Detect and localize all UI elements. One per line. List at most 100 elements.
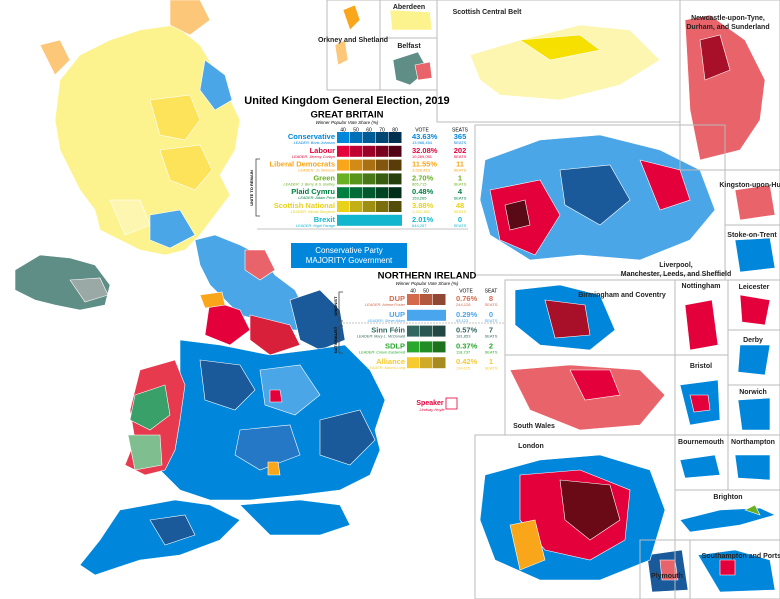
seat-unit: SEATS — [485, 349, 498, 354]
party-swatch — [376, 132, 389, 143]
party-swatch — [420, 325, 433, 337]
party-name: UUP — [389, 310, 405, 319]
vote-share: 3.88% — [412, 201, 434, 210]
vote-count: 10,269,051 — [412, 154, 433, 159]
party-swatch — [389, 201, 402, 212]
map-region — [199, 59, 233, 111]
party-swatch — [337, 145, 350, 157]
seat-count: 2 — [489, 341, 493, 350]
title: United Kingdom General Election, 2019 — [244, 95, 449, 107]
map-region — [319, 409, 376, 466]
inset-frame — [639, 539, 691, 599]
seat-unit: SEATS — [485, 334, 498, 339]
party-leader: LEADER: J. Berry & S. Bartley — [284, 182, 337, 186]
party-swatch — [389, 159, 402, 171]
party-swatch — [376, 201, 389, 212]
legend-heading: NORTHERN IRELAND — [378, 271, 477, 282]
scale-label: 50 — [353, 127, 359, 133]
map-region — [239, 499, 351, 536]
map-region — [559, 164, 631, 226]
map-region — [679, 507, 776, 533]
party-swatch — [376, 173, 389, 185]
map-region — [199, 291, 226, 309]
inset-label: Newcastle-upon-Tyne, Durham, and Sunderla… — [686, 15, 769, 31]
party-name: Labour — [310, 146, 335, 155]
party-name: Scottish National — [274, 201, 335, 210]
map-region — [127, 434, 163, 471]
map-region — [737, 397, 771, 431]
party-swatch — [433, 294, 446, 305]
map-region — [159, 144, 213, 191]
map-region — [519, 34, 601, 61]
group-bracket — [255, 158, 260, 217]
speaker-leader: Lindsay Hoyle — [419, 407, 445, 412]
party-leader: LEADER: Nigel Farage — [296, 224, 335, 228]
seat-count: 0 — [458, 215, 462, 224]
party-swatch — [407, 309, 446, 321]
map-region — [129, 384, 171, 431]
group-label: UNITE TO REMAIN — [249, 170, 254, 206]
map-region — [342, 4, 361, 31]
seat-count: 365 — [454, 132, 467, 141]
seat-unit: SEATS — [454, 140, 467, 145]
legend-subtitle: Winner Popular Vote Share (%) — [316, 120, 379, 125]
legend-subtitle: Winner Popular Vote Share (%) — [396, 281, 459, 286]
inset-label: Kingston-upon-Hull — [719, 182, 780, 189]
inset-label: Leicester — [739, 284, 770, 291]
party-swatch — [420, 294, 433, 305]
map-region — [169, 0, 211, 36]
party-swatch — [376, 145, 389, 157]
vote-count: 3,696,419 — [412, 168, 431, 173]
party-swatch — [376, 159, 389, 171]
vote-share: 0.29% — [456, 310, 478, 319]
legend-heading: GREAT BRITAIN — [310, 110, 383, 121]
seat-unit: SEATS — [454, 209, 467, 214]
vote-header: VOTE — [415, 127, 429, 133]
seats-header: SEAT — [485, 288, 498, 294]
party-swatch — [350, 159, 363, 171]
party-swatch — [350, 173, 363, 185]
vote-share: 2.70% — [412, 173, 434, 182]
seat-count: 1 — [489, 357, 493, 366]
seat-unit: SEATS — [454, 168, 467, 173]
party-swatch — [337, 187, 350, 199]
inset-label: South Wales — [513, 423, 555, 430]
party-swatch — [363, 187, 376, 199]
party-swatch — [350, 145, 363, 157]
party-swatch — [433, 325, 446, 337]
party-swatch — [337, 159, 350, 171]
party-leader: LEADER: Colum Eastwood — [359, 350, 406, 354]
scale-label: 60 — [366, 127, 372, 133]
map-region — [719, 559, 736, 576]
party-swatch — [420, 357, 433, 369]
inset-label: Bristol — [690, 363, 712, 370]
vote-count: 244,128 — [456, 302, 471, 307]
inset-label: Orkney and Shetland — [318, 37, 388, 44]
vote-count: 181,853 — [456, 334, 471, 339]
map-region — [689, 394, 711, 413]
seat-count: 11 — [456, 160, 464, 169]
seat-unit: SEATS — [485, 365, 498, 370]
inset-label: Liverpool, Manchester, Leeds, and Sheffie… — [621, 262, 731, 278]
vote-count: 153,265 — [412, 195, 427, 200]
party-name: Sinn Féin — [371, 326, 405, 335]
map-region — [39, 39, 71, 76]
group-bracket — [338, 325, 343, 354]
map-region — [149, 209, 196, 249]
party-swatch — [433, 357, 446, 369]
group-label: UNIONIST — [333, 296, 338, 316]
party-swatch — [363, 145, 376, 157]
party-name: SDLP — [385, 341, 405, 350]
result-box — [291, 243, 407, 268]
party-leader: LEADER: Jo Swinson — [298, 169, 335, 173]
seat-count: 8 — [489, 294, 493, 303]
party-swatch — [363, 201, 376, 212]
party-swatch — [363, 159, 376, 171]
vote-share: 43.63% — [412, 132, 438, 141]
seat-count: 48 — [456, 201, 464, 210]
seat-unit: SEATS — [454, 223, 467, 228]
party-leader: LEADER: Nicola Sturgeon — [291, 210, 335, 214]
seat-unit: SEATS — [485, 302, 498, 307]
seat-count: 0 — [489, 310, 493, 319]
vote-header: VOTE — [459, 288, 473, 294]
